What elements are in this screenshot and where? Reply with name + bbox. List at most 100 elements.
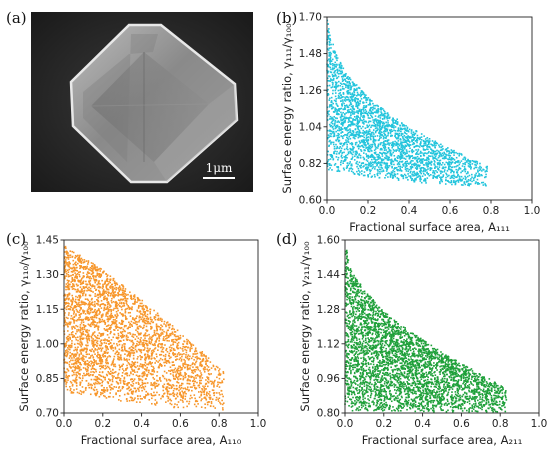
data-point xyxy=(394,134,396,137)
data-point xyxy=(477,170,479,173)
data-point xyxy=(360,127,363,130)
data-point xyxy=(377,155,380,158)
data-point xyxy=(453,170,455,173)
data-point xyxy=(343,102,345,105)
data-point xyxy=(328,43,331,46)
data-point xyxy=(376,109,378,112)
data-point xyxy=(379,161,382,164)
data-point xyxy=(406,160,409,163)
data-point xyxy=(379,142,382,144)
data-point xyxy=(475,172,478,175)
data-point xyxy=(433,159,436,162)
data-point xyxy=(397,168,399,171)
data-point xyxy=(358,153,361,155)
data-point xyxy=(382,114,385,116)
data-point xyxy=(397,137,399,140)
data-point xyxy=(354,128,357,130)
y-tick-label: 1.48 xyxy=(299,48,322,60)
data-point xyxy=(433,143,436,145)
data-point xyxy=(385,174,387,177)
data-point xyxy=(335,77,338,80)
data-point xyxy=(354,143,357,146)
data-point xyxy=(416,150,419,153)
data-point xyxy=(407,130,410,133)
data-point xyxy=(424,174,427,176)
data-point xyxy=(399,167,402,169)
data-point xyxy=(367,162,370,164)
data-point xyxy=(401,166,403,169)
data-point xyxy=(354,142,357,144)
data-point xyxy=(383,122,386,125)
data-point xyxy=(327,79,330,82)
data-point xyxy=(420,141,422,143)
data-point xyxy=(381,161,383,163)
data-point xyxy=(427,152,430,154)
data-point xyxy=(361,170,363,172)
data-point xyxy=(334,52,336,54)
data-point xyxy=(374,139,377,141)
data-point xyxy=(391,171,394,174)
data-point xyxy=(448,154,451,157)
data-point xyxy=(365,101,368,104)
data-point xyxy=(366,167,368,170)
data-point xyxy=(405,145,408,147)
data-point xyxy=(342,92,345,94)
data-point xyxy=(384,177,386,179)
data-point xyxy=(404,146,406,148)
data-point xyxy=(432,176,435,179)
data-point xyxy=(349,142,352,145)
data-point xyxy=(374,144,376,146)
data-point xyxy=(330,86,333,89)
data-point xyxy=(340,111,342,114)
data-point xyxy=(351,111,354,113)
data-point xyxy=(336,104,339,107)
data-point xyxy=(441,152,444,155)
data-point xyxy=(345,128,348,130)
data-point xyxy=(425,169,428,171)
data-point xyxy=(336,150,338,153)
data-point xyxy=(336,129,339,132)
data-point xyxy=(413,142,416,145)
data-point xyxy=(339,63,342,65)
data-point xyxy=(338,126,340,128)
data-point xyxy=(356,104,359,107)
data-point xyxy=(330,71,333,74)
data-point xyxy=(394,140,396,143)
data-point xyxy=(345,104,348,107)
data-point xyxy=(359,95,362,98)
data-point xyxy=(363,112,366,114)
data-point xyxy=(422,148,425,150)
data-point xyxy=(355,97,358,100)
data-point xyxy=(337,158,339,161)
data-point xyxy=(362,116,364,119)
data-point xyxy=(428,174,431,177)
data-point xyxy=(446,175,449,178)
data-point xyxy=(424,149,427,151)
data-point xyxy=(372,106,374,109)
data-point xyxy=(379,132,382,135)
data-point xyxy=(332,122,334,125)
data-point xyxy=(420,181,423,184)
data-point xyxy=(363,174,366,177)
data-point xyxy=(379,129,382,131)
data-point xyxy=(485,175,487,178)
data-point xyxy=(328,106,331,108)
data-point xyxy=(379,117,382,119)
data-point xyxy=(366,112,369,115)
data-point xyxy=(394,130,397,132)
data-point xyxy=(336,81,338,84)
data-point xyxy=(365,146,368,149)
data-point xyxy=(355,131,358,134)
data-point xyxy=(462,177,465,180)
data-point xyxy=(377,139,380,142)
data-point xyxy=(336,113,339,116)
data-point xyxy=(350,163,353,166)
data-point xyxy=(394,136,397,139)
data-point xyxy=(328,84,331,87)
data-point xyxy=(377,158,380,160)
data-point xyxy=(431,144,434,147)
data-point xyxy=(349,151,352,154)
data-point xyxy=(363,93,366,96)
data-point xyxy=(330,104,332,106)
data-point xyxy=(345,77,348,80)
